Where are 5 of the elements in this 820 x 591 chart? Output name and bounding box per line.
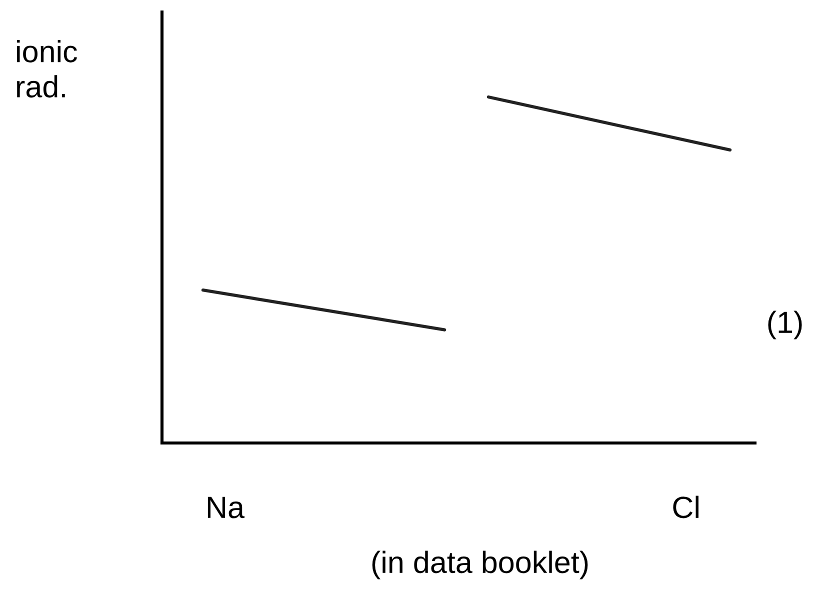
x-tick-label: Cl <box>673 496 698 518</box>
x-tick-label: Na <box>208 496 244 518</box>
text: (1) <box>768 310 802 340</box>
y-axis-title: ionic rad. <box>17 40 78 98</box>
x-axis-title: (in data booklet) <box>372 550 588 580</box>
